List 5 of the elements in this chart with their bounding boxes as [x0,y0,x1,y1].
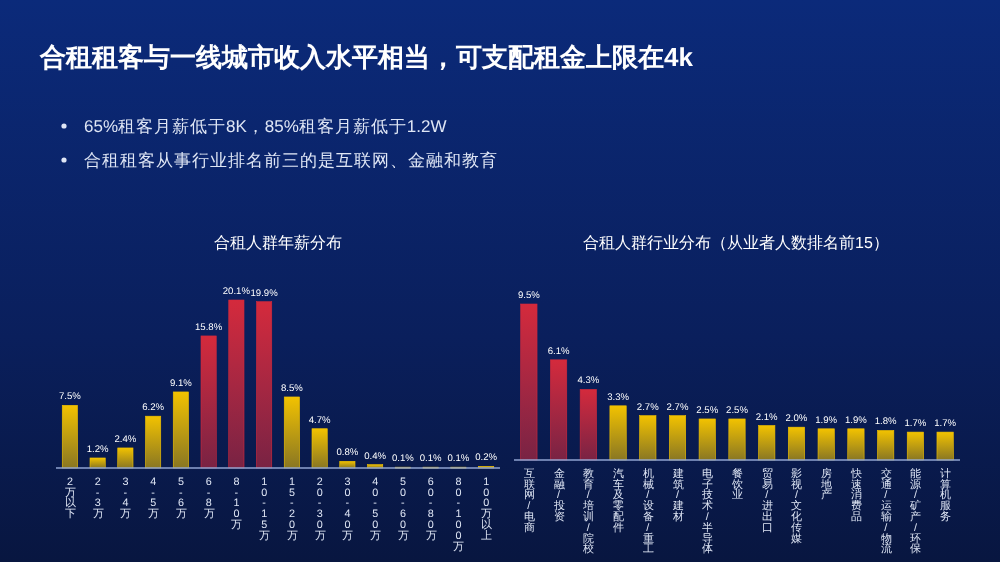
chart-title: 合租人群行业分布（从业者人数排名前15） [583,234,889,252]
chart-title: 合租人群年薪分布 [214,234,342,252]
text: 合租租客从事行业排名前三的是互联网、金融和教育 [84,150,498,170]
text: 65%租客月薪低于8K，85%租客月薪低于1.2W [84,116,447,136]
text: 合租租客与一线城市收入水平相当，可支配租金上限在4k [38,42,695,72]
